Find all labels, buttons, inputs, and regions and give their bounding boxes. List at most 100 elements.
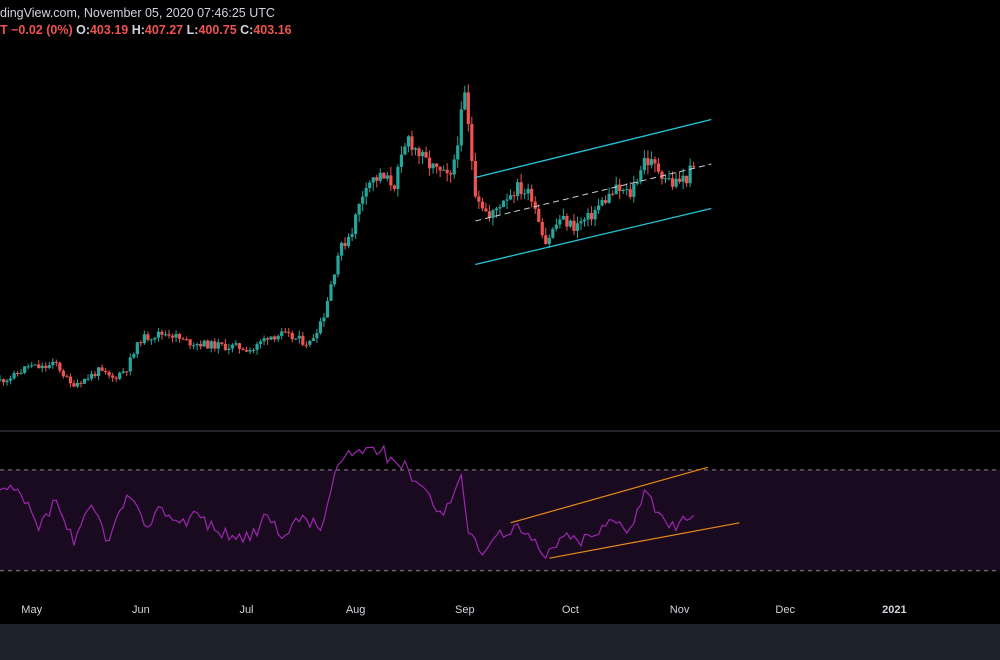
channel-lower	[475, 207, 712, 266]
candle	[354, 212, 358, 239]
candle	[58, 361, 62, 374]
rsi-trend-line	[510, 466, 708, 524]
candle	[93, 371, 97, 379]
rsi-band-layer	[0, 469, 1000, 572]
candle	[132, 352, 136, 360]
candle	[466, 84, 470, 132]
candle	[156, 327, 161, 343]
candle	[339, 241, 344, 261]
candle	[82, 378, 87, 385]
candle	[5, 379, 9, 386]
candle	[283, 328, 287, 334]
candle	[332, 274, 337, 287]
candle	[681, 168, 685, 190]
candle	[589, 206, 594, 226]
candle	[72, 380, 76, 388]
candle	[163, 330, 168, 337]
candle	[575, 216, 580, 239]
candle	[125, 370, 129, 376]
candle	[403, 142, 407, 156]
x-tick-label: May	[21, 604, 42, 616]
candle	[308, 339, 312, 348]
candle	[392, 184, 396, 192]
candle	[315, 328, 319, 343]
candle	[346, 233, 351, 249]
candle	[547, 234, 551, 249]
candle	[336, 252, 340, 278]
candle	[216, 338, 220, 354]
channel-layer	[475, 118, 712, 266]
candle	[688, 158, 692, 188]
candle	[375, 174, 379, 188]
candle	[160, 329, 164, 340]
channel-upper	[475, 118, 712, 179]
candle	[100, 364, 104, 372]
candle	[579, 217, 583, 231]
candle	[61, 368, 65, 379]
candle	[565, 213, 569, 231]
x-tick-label: Jun	[132, 604, 150, 616]
candle	[477, 190, 481, 209]
candle	[297, 330, 301, 344]
candle	[325, 297, 330, 318]
candle	[26, 363, 30, 370]
candle	[329, 280, 333, 302]
candle	[206, 339, 210, 349]
candle	[568, 219, 573, 229]
candle	[463, 85, 467, 111]
candle	[86, 374, 90, 381]
candle	[37, 360, 41, 369]
candle	[656, 157, 661, 175]
candle	[512, 191, 516, 204]
open-value: 403.19	[89, 23, 129, 37]
candle	[177, 332, 182, 343]
candle	[244, 346, 249, 353]
change-value: T −0.02 (0%)	[0, 23, 73, 37]
candle	[104, 368, 108, 375]
candle	[241, 347, 245, 351]
candle	[519, 173, 523, 200]
candle	[551, 227, 555, 239]
candle	[364, 182, 368, 205]
candle	[121, 367, 125, 375]
candle	[516, 178, 520, 201]
candle	[540, 218, 544, 239]
candle	[266, 336, 270, 345]
candle	[68, 373, 73, 388]
candle	[442, 165, 446, 171]
candle	[677, 171, 682, 184]
candle	[287, 327, 291, 337]
candle	[54, 359, 58, 367]
candle	[663, 174, 668, 184]
candle	[202, 339, 206, 348]
candle	[195, 342, 199, 351]
candle	[625, 182, 629, 196]
candle	[586, 208, 590, 227]
candle	[19, 369, 23, 375]
candle	[149, 338, 154, 345]
candle	[192, 342, 196, 350]
candle	[582, 217, 587, 227]
candle	[523, 188, 527, 200]
candle	[209, 340, 213, 353]
candle	[294, 338, 298, 341]
candle	[322, 312, 326, 327]
candle	[47, 361, 51, 370]
chart-svg[interactable]: May Jun Jul Aug Sep Oct Nov Dec 2021	[0, 0, 1000, 624]
candle	[642, 150, 646, 175]
candle	[188, 339, 192, 349]
candle	[505, 193, 509, 209]
candle	[280, 328, 284, 340]
candle	[382, 172, 386, 179]
candle	[417, 146, 421, 165]
candle	[692, 161, 696, 169]
candle	[459, 101, 463, 152]
rsi-trend-line	[549, 522, 740, 559]
candle	[621, 188, 625, 194]
candle	[424, 146, 428, 158]
candle	[445, 163, 449, 182]
candle	[301, 331, 305, 347]
candle	[255, 341, 259, 355]
source-text: dingView.com, November 05, 2020 07:46:25…	[0, 6, 275, 20]
